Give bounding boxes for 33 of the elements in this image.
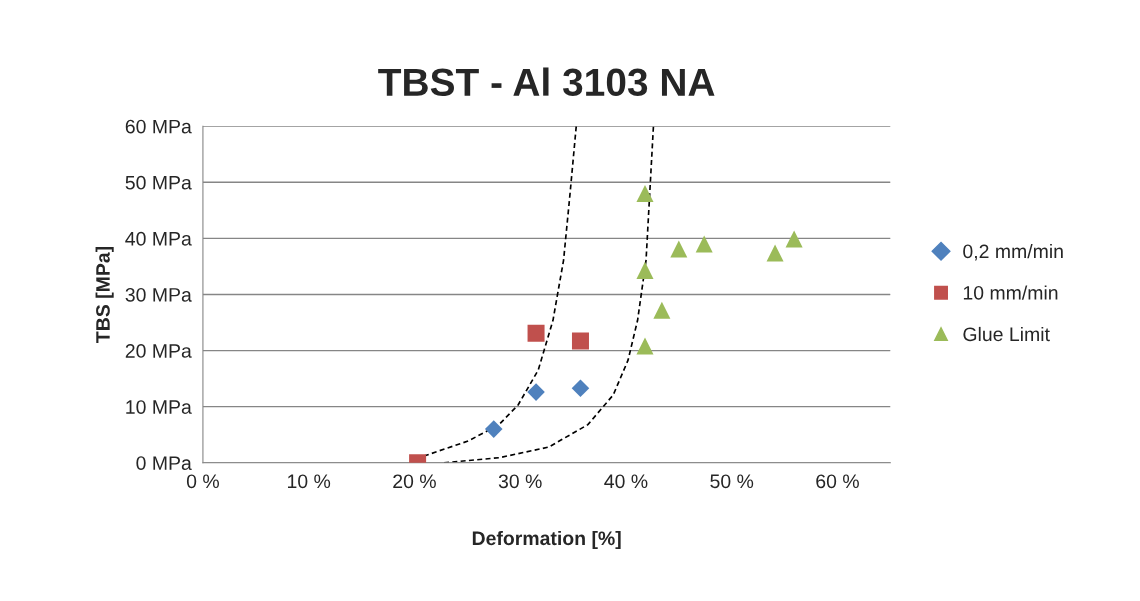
chart-title: TBST - Al 3103 NA	[378, 67, 715, 97]
legend-label: 0,2 mm/min	[963, 243, 1063, 261]
point	[653, 301, 671, 319]
x-tick-label: 10 %	[288, 474, 331, 489]
point	[571, 379, 590, 397]
legend-label: Glue Limit	[963, 326, 1050, 342]
y-tick-label: 0 MPa	[136, 456, 192, 471]
x-tick-label: 60 %	[816, 474, 859, 489]
x-axis-title: Deformation [%]	[472, 530, 621, 550]
x-tick-label: 20 %	[393, 474, 436, 489]
y-tick-label: 30 MPa	[125, 287, 192, 302]
point	[785, 230, 803, 248]
x-tick-label: 0 %	[186, 474, 219, 489]
point	[766, 244, 784, 262]
y-tick-label: 50 MPa	[125, 175, 192, 190]
y-tick-label: 60 MPa	[125, 119, 192, 134]
point	[695, 235, 713, 253]
point	[670, 240, 688, 258]
x-tick-label: 50 %	[710, 474, 754, 489]
x-tick-label: 30 %	[498, 474, 542, 489]
point	[527, 324, 545, 342]
y-tick-label: 10 MPa	[126, 400, 192, 414]
point	[571, 332, 589, 350]
y-tick-label: 20 MPa	[125, 344, 192, 358]
point	[484, 420, 503, 438]
point	[527, 383, 545, 401]
y-tick-label: 40 MPa	[125, 231, 192, 246]
x-tick-label: 40 %	[604, 474, 648, 489]
y-axis-title: TBS [MPa]	[95, 246, 114, 343]
legend-label: 10 mm/min	[963, 285, 1058, 300]
point	[636, 185, 654, 203]
point	[636, 261, 654, 279]
point	[636, 337, 654, 355]
